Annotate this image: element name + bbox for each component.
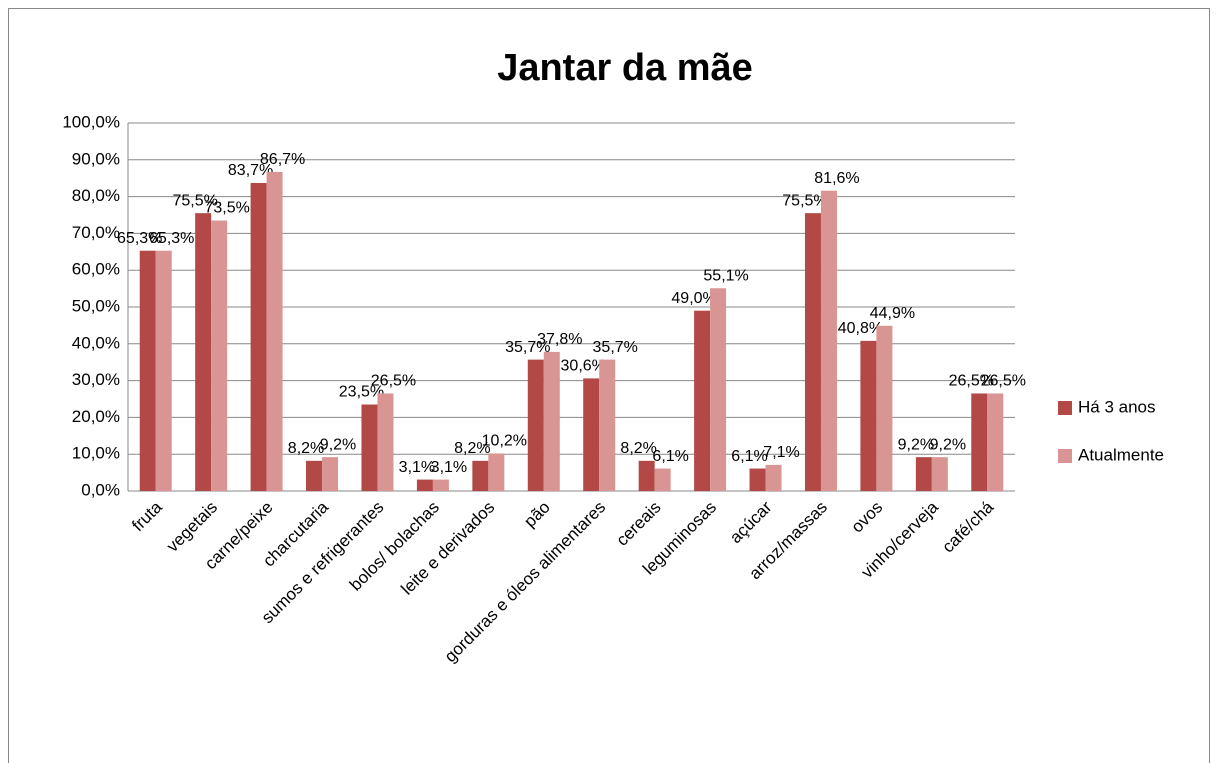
value-label: 26,5% bbox=[981, 373, 1026, 390]
bar bbox=[472, 460, 489, 491]
legend-swatch bbox=[1058, 401, 1072, 415]
bar bbox=[915, 457, 932, 491]
value-label: 73,5% bbox=[204, 200, 249, 217]
value-label: 8,2% bbox=[454, 440, 490, 457]
value-label: 7,1% bbox=[763, 444, 799, 461]
value-label: 8,2% bbox=[288, 440, 324, 457]
value-label: 9,2% bbox=[320, 436, 356, 453]
bar bbox=[860, 340, 877, 491]
value-label: 83,7% bbox=[228, 162, 273, 179]
y-tick-label: 30,0% bbox=[72, 370, 120, 389]
value-label: 35,7% bbox=[505, 339, 550, 356]
value-label: 75,5% bbox=[172, 192, 217, 209]
bar bbox=[599, 359, 616, 491]
bar bbox=[694, 310, 711, 491]
bar bbox=[432, 479, 449, 491]
bar bbox=[322, 457, 339, 491]
value-label: 9,2% bbox=[898, 436, 934, 453]
value-label: 26,5% bbox=[949, 373, 994, 390]
bar bbox=[416, 479, 433, 491]
value-label: 35,7% bbox=[593, 339, 638, 356]
value-label: 10,2% bbox=[482, 433, 527, 450]
bar bbox=[931, 457, 948, 491]
bar bbox=[987, 393, 1004, 491]
value-label: 6,1% bbox=[731, 448, 767, 465]
bar bbox=[266, 171, 283, 491]
y-tick-label: 0,0% bbox=[81, 480, 120, 499]
y-tick-label: 100,0% bbox=[62, 112, 120, 131]
legend-swatch bbox=[1058, 449, 1072, 463]
y-tick-label: 50,0% bbox=[72, 296, 120, 315]
y-tick-label: 20,0% bbox=[72, 407, 120, 426]
value-label: 65,3% bbox=[117, 230, 162, 247]
bar bbox=[195, 213, 212, 491]
value-label: 37,8% bbox=[537, 331, 582, 348]
chart-title: Jantar da mãe bbox=[497, 47, 753, 89]
value-label: 86,7% bbox=[260, 151, 305, 168]
value-label: 44,9% bbox=[870, 305, 915, 322]
y-tick-label: 40,0% bbox=[72, 333, 120, 352]
bar bbox=[155, 250, 172, 491]
value-label: 9,2% bbox=[930, 436, 966, 453]
bar bbox=[361, 404, 378, 491]
bar bbox=[820, 190, 837, 491]
bar bbox=[804, 213, 821, 491]
value-label: 30,6% bbox=[561, 358, 606, 375]
bar bbox=[583, 378, 600, 491]
bar bbox=[139, 250, 156, 491]
value-label: 26,5% bbox=[371, 373, 416, 390]
value-label: 23,5% bbox=[339, 384, 384, 401]
bar bbox=[543, 351, 560, 491]
bar bbox=[765, 464, 782, 491]
bar bbox=[306, 460, 323, 491]
bar bbox=[876, 325, 893, 491]
value-label: 6,1% bbox=[652, 448, 688, 465]
bar bbox=[527, 359, 544, 491]
bar bbox=[211, 220, 228, 491]
y-tick-label: 80,0% bbox=[72, 186, 120, 205]
value-label: 49,0% bbox=[671, 290, 716, 307]
value-label: 40,8% bbox=[838, 320, 883, 337]
value-label: 75,5% bbox=[782, 192, 827, 209]
value-label: 55,1% bbox=[703, 267, 748, 284]
bar bbox=[250, 182, 267, 491]
y-tick-label: 10,0% bbox=[72, 444, 120, 463]
y-tick-label: 70,0% bbox=[72, 223, 120, 242]
bar bbox=[488, 453, 505, 491]
y-tick-label: 90,0% bbox=[72, 149, 120, 168]
legend-label: Há 3 anos bbox=[1078, 397, 1156, 416]
bar bbox=[638, 460, 655, 491]
value-label: 8,2% bbox=[620, 440, 656, 457]
legend-label: Atualmente bbox=[1078, 445, 1164, 464]
bar bbox=[710, 288, 727, 491]
value-label: 3,1% bbox=[399, 459, 435, 476]
y-tick-label: 60,0% bbox=[72, 260, 120, 279]
value-label: 3,1% bbox=[431, 459, 467, 476]
bar bbox=[971, 393, 988, 491]
bar bbox=[377, 393, 394, 491]
bar bbox=[654, 468, 671, 491]
value-label: 65,3% bbox=[149, 230, 194, 247]
value-label: 81,6% bbox=[814, 170, 859, 187]
bar bbox=[749, 468, 766, 491]
